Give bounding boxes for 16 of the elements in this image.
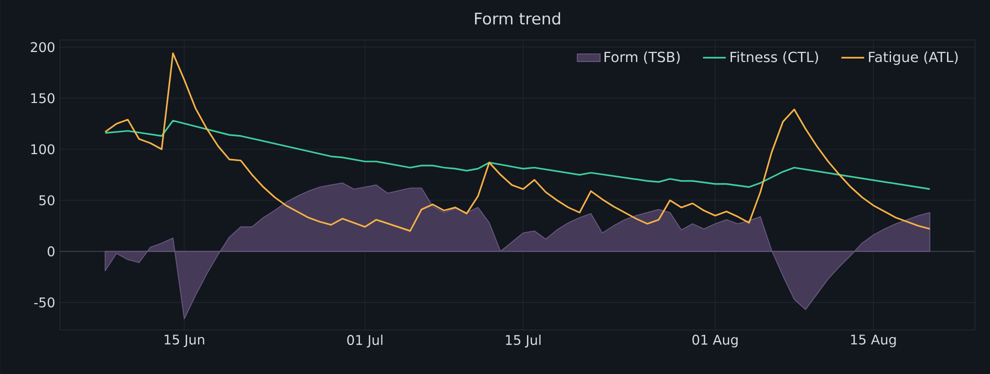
- y-tick-label: 0: [48, 246, 54, 256]
- x-tick-label: 15 Aug: [851, 334, 896, 348]
- x-tick-label: 15 Jul: [506, 334, 541, 348]
- legend-label: Fatigue (ATL): [868, 51, 958, 65]
- line-series: [104, 120, 931, 190]
- x-tick-label: 01 Jul: [347, 334, 382, 348]
- y-tick-label: 150: [31, 93, 54, 104]
- y-tick-label: -50: [34, 297, 54, 308]
- x-tick-label: 15 Jun: [164, 334, 204, 348]
- y-tick-label: 50: [39, 195, 54, 206]
- legend-label: Form (TSB): [604, 51, 680, 64]
- chart-title: Form trend: [475, 12, 560, 25]
- x-tick-label: 01 Aug: [692, 334, 738, 348]
- y-tick-label: 200: [30, 42, 54, 52]
- y-tick-label: 100: [31, 144, 54, 154]
- legend-label: Fitness (CTL): [730, 51, 818, 64]
